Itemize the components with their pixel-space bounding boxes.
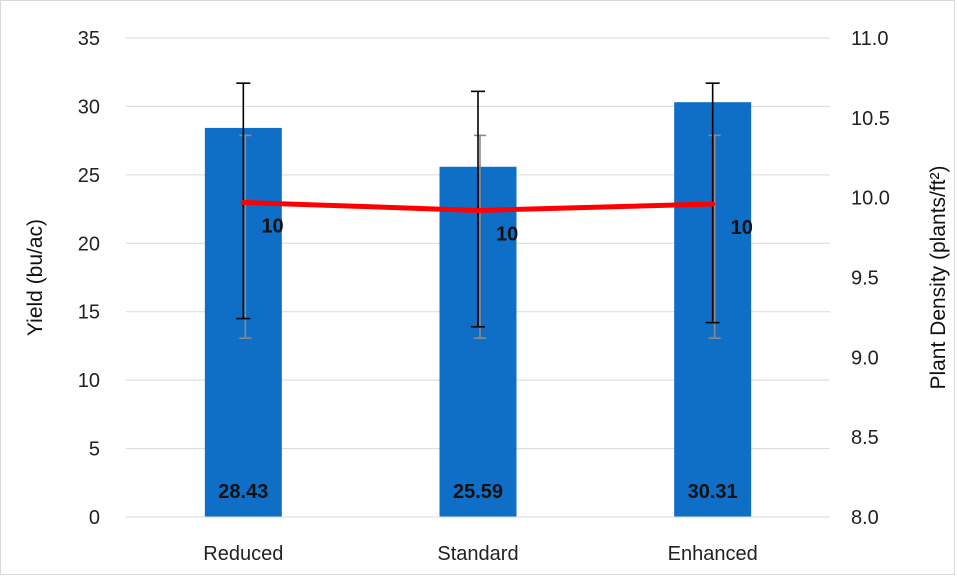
y-tick-label: 15: [78, 302, 100, 324]
y-tick-label: 25: [78, 165, 100, 187]
y-tick-label: 5: [89, 439, 100, 461]
x-tick-label: Enhanced: [668, 543, 758, 565]
y-tick-label: 35: [78, 28, 100, 50]
density-line: [240, 199, 716, 213]
x-tick-label: Standard: [437, 543, 518, 565]
density-data-label: 10: [731, 217, 753, 239]
y-tick-label: 20: [78, 233, 100, 255]
y-tick-label: 10: [78, 370, 100, 392]
density-data-label: 10: [496, 223, 518, 245]
density-data-label: 10: [261, 215, 283, 237]
bar-data-label: 30.31: [688, 481, 738, 503]
bar-data-label: 28.43: [218, 481, 268, 503]
bar-data-label: 25.59: [453, 481, 503, 503]
y2-tick-label: 10.5: [851, 108, 890, 130]
y2-tick-label: 8.0: [851, 507, 879, 529]
data-labels: 10 10 10 28.43 25.59 30.31: [218, 215, 753, 503]
y2-tick-label: 9.0: [851, 347, 879, 369]
y2-tick-label: 10.0: [851, 188, 890, 210]
y2-tick-label: 11.0: [851, 28, 888, 50]
y2-axis-title: Plant Density (plants/ft²): [927, 165, 950, 389]
y-tick-label: 30: [78, 96, 100, 118]
y-axis-title: Yield (bu/ac): [24, 219, 47, 336]
axes: 0 5 10 15 20 25 30 35 8.0 8.5 9.0 9.5 10.0 10.5 11.0 Re…: [78, 28, 890, 565]
density-series: [240, 199, 716, 213]
x-tick-label: Reduced: [203, 543, 283, 565]
y-tick-label: 0: [89, 507, 100, 529]
y2-tick-label: 9.5: [851, 268, 879, 290]
y2-tick-label: 8.5: [851, 427, 879, 449]
